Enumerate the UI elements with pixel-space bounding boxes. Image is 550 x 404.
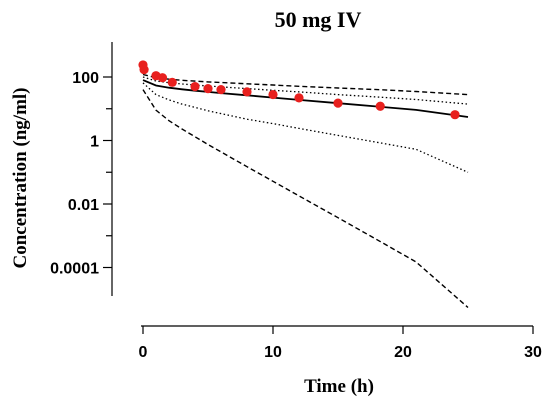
x-tick-label: 0 — [139, 344, 148, 361]
observed-point — [242, 87, 252, 97]
observed-point — [375, 101, 385, 111]
observed-point — [268, 89, 278, 100]
y-tick-label: 1 — [90, 134, 99, 151]
y-axis-label: Concentration (ng/ml) — [10, 87, 31, 268]
chart-title: 50 mg IV — [275, 7, 362, 32]
x-tick-label: 10 — [264, 344, 282, 361]
observed-point — [203, 84, 213, 94]
y-tick-label: 100 — [72, 70, 99, 87]
model-curves — [142, 73, 469, 309]
observed-point — [450, 110, 460, 120]
curve-dashed-lower — [142, 89, 469, 309]
x-tick-label: 20 — [394, 344, 412, 361]
curve-dotted-lower — [142, 82, 469, 173]
observed-point — [216, 85, 226, 95]
observed-point — [139, 65, 149, 75]
observed-point — [190, 81, 200, 92]
y-ticks: 0.0001 0.01 1 100 — [50, 70, 112, 278]
x-ticks: 0 10 20 30 — [139, 326, 542, 361]
curve-solid — [142, 79, 469, 118]
observed-points — [138, 60, 460, 120]
observed-point — [157, 73, 168, 83]
observed-point — [333, 98, 343, 108]
y-tick-label: 0.01 — [68, 197, 99, 214]
y-tick-label: 0.0001 — [50, 261, 99, 278]
observed-point — [167, 77, 177, 87]
observed-point — [294, 93, 304, 103]
curve-dotted-upper — [142, 76, 469, 105]
x-tick-label: 30 — [524, 344, 542, 361]
x-axis-label: Time (h) — [304, 376, 374, 397]
